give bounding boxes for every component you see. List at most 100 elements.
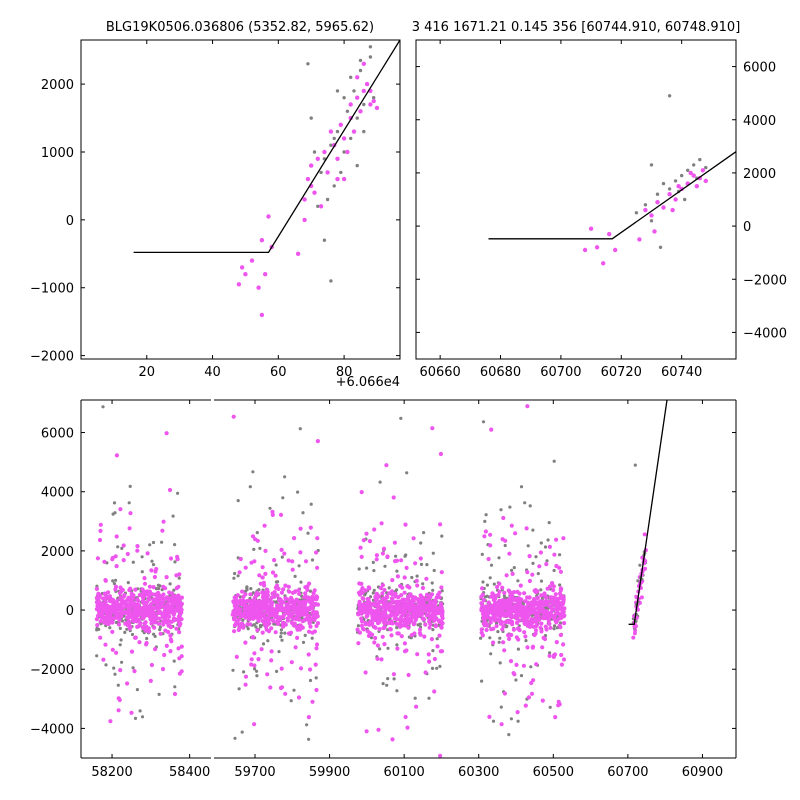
point-gray (499, 705, 503, 709)
point-magenta (481, 621, 486, 626)
point-magenta (544, 595, 549, 600)
point-gray (308, 678, 313, 683)
point-gray (488, 636, 492, 640)
point-magenta (285, 616, 290, 621)
point-magenta (425, 593, 430, 598)
point-gray (399, 416, 403, 420)
title-top-right: 3 416 1671.21 0.145 356 [60744.910, 6074… (412, 20, 741, 35)
point-magenta (501, 624, 506, 629)
point-magenta (522, 621, 527, 626)
point-magenta (238, 556, 243, 562)
point-magenta (387, 607, 392, 612)
point-magenta (132, 615, 137, 620)
point-magenta (95, 623, 100, 628)
point-magenta (395, 574, 400, 579)
point-magenta (491, 597, 496, 603)
point-magenta (106, 590, 111, 595)
frame-top-right (415, 39, 737, 360)
point-gray (157, 692, 161, 697)
point-magenta (516, 637, 521, 642)
point-gray (289, 699, 293, 703)
x-tick-label: 60660 (419, 365, 460, 380)
point-gray (95, 654, 99, 658)
point-gray (231, 668, 235, 672)
point-magenta (373, 635, 378, 641)
point-magenta (525, 645, 530, 650)
point-magenta (179, 595, 184, 600)
point-gray (503, 543, 507, 548)
point-gray (314, 676, 318, 680)
point-magenta (355, 75, 360, 80)
point-magenta (307, 581, 312, 586)
point-magenta (391, 607, 396, 612)
point-magenta (512, 604, 517, 609)
point-magenta (500, 585, 505, 590)
point-magenta (314, 687, 319, 693)
point-magenta (98, 603, 103, 609)
point-magenta (142, 626, 147, 631)
point-magenta (116, 622, 122, 627)
point-magenta (504, 605, 509, 610)
point-magenta (113, 584, 119, 589)
point-gray (112, 501, 117, 505)
point-gray (233, 736, 237, 740)
point-magenta (384, 463, 389, 468)
point-magenta (517, 618, 522, 623)
point-magenta (248, 622, 253, 627)
point-magenta (539, 593, 544, 598)
point-gray (248, 596, 252, 601)
point-magenta (556, 699, 561, 704)
point-magenta (131, 618, 136, 623)
point-gray (502, 594, 506, 598)
point-magenta (496, 592, 501, 598)
point-gray (364, 591, 368, 595)
point-magenta (513, 607, 518, 612)
point-gray (512, 566, 516, 570)
point-magenta (300, 599, 306, 604)
point-gray (116, 683, 120, 687)
axes-bottom: 58200 58400 59700 59900 60100 60300 60500 60700… (30, 400, 736, 780)
point-gray (519, 485, 524, 489)
y-tick-label: 4000 (41, 486, 74, 501)
point-magenta (509, 523, 514, 528)
point-magenta (440, 616, 445, 621)
point-magenta (534, 624, 539, 629)
point-magenta (389, 589, 395, 594)
point-magenta (502, 590, 507, 596)
point-gray (127, 501, 131, 505)
point-magenta (670, 207, 675, 213)
point-magenta (531, 608, 536, 613)
point-magenta (156, 603, 161, 608)
point-magenta (164, 431, 169, 436)
point-magenta (345, 149, 350, 155)
point-magenta (128, 624, 133, 630)
point-magenta (260, 575, 265, 580)
point-magenta (543, 611, 548, 616)
point-magenta (292, 599, 297, 605)
point-magenta (558, 602, 563, 608)
point-magenta (700, 168, 705, 173)
point-gray (296, 490, 300, 494)
point-magenta (376, 618, 381, 623)
point-magenta (509, 622, 515, 627)
point-magenta (379, 521, 384, 526)
point-gray (410, 575, 414, 580)
point-magenta (150, 618, 155, 623)
point-magenta (142, 607, 147, 612)
point-magenta (173, 595, 178, 600)
point-gray (172, 588, 176, 592)
point-magenta (406, 625, 411, 630)
point-magenta (106, 621, 111, 627)
point-magenta (438, 649, 443, 654)
point-gray (661, 181, 666, 186)
point-gray (633, 463, 637, 467)
point-magenta (97, 537, 103, 543)
point-gray (118, 643, 122, 647)
point-gray (241, 618, 245, 622)
point-magenta (308, 525, 313, 530)
points-bottom-segment-a (94, 405, 184, 724)
point-magenta (525, 615, 530, 620)
point-magenta (517, 591, 522, 596)
point-magenta (371, 609, 376, 614)
point-magenta (231, 599, 236, 604)
